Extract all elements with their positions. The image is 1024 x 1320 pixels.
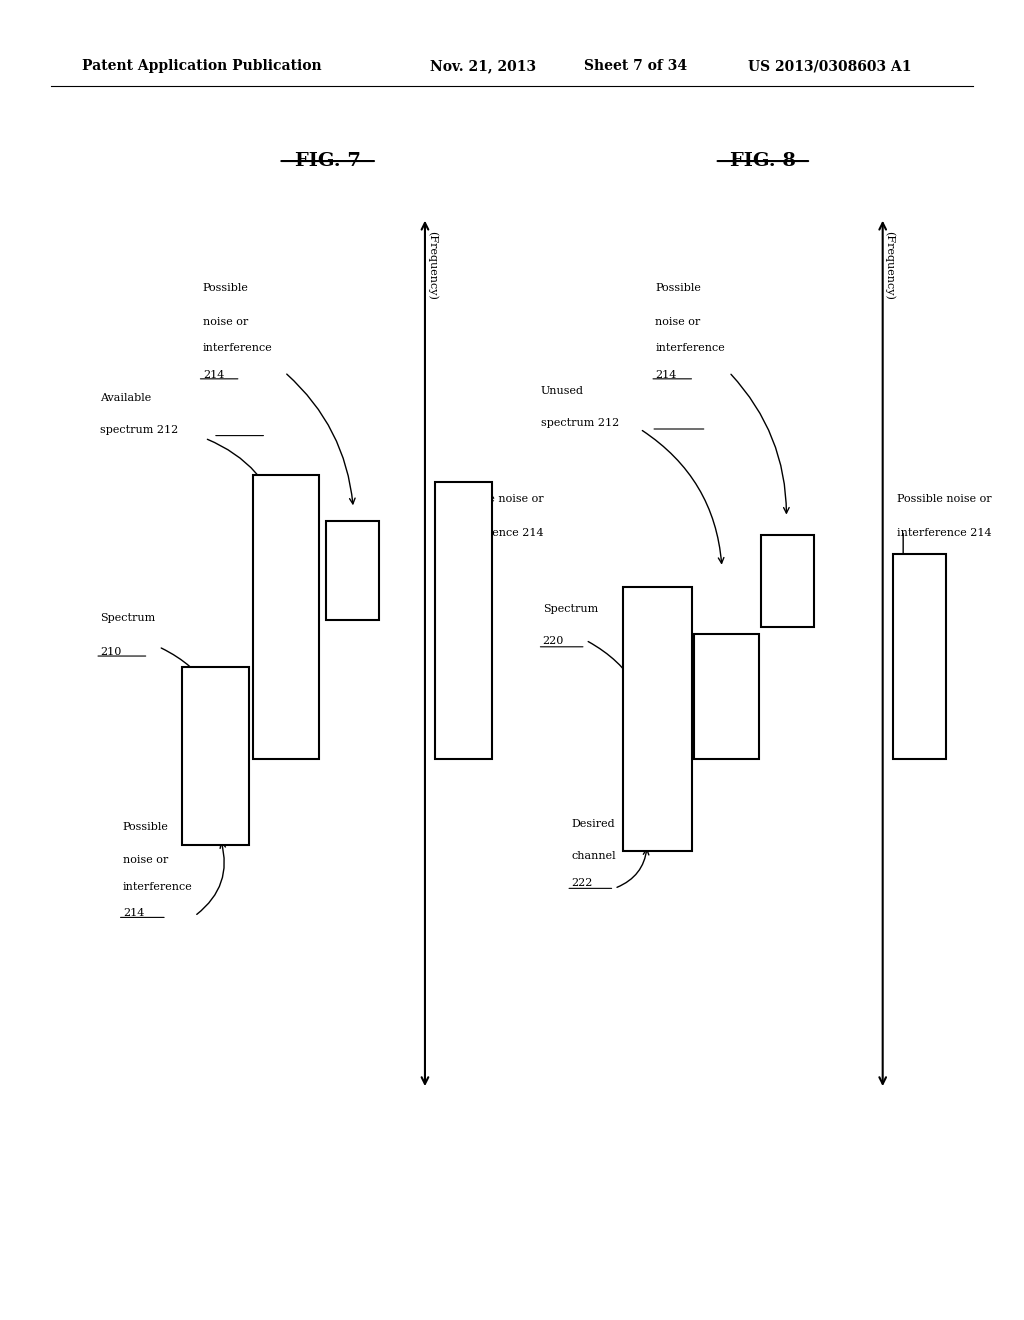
Bar [761,535,814,627]
Bar [694,634,759,759]
Text: Possible noise or: Possible noise or [449,494,543,504]
Bar [182,667,249,845]
Text: channel: channel [571,851,616,862]
Text: interference: interference [203,343,272,354]
Text: Possible: Possible [123,821,169,832]
Text: interference 214: interference 214 [449,528,543,539]
Text: Desired: Desired [571,818,615,829]
Bar [253,475,319,759]
Text: Available: Available [100,392,152,403]
Bar [326,521,379,620]
Bar [435,482,492,759]
Text: spectrum 212: spectrum 212 [100,425,178,436]
Text: FIG. 7: FIG. 7 [295,152,360,170]
Text: Possible: Possible [655,282,701,293]
Bar [893,554,946,759]
Text: 220: 220 [543,636,564,647]
Text: Possible noise or: Possible noise or [897,494,991,504]
Text: (Frequency): (Frequency) [427,231,437,300]
Text: noise or: noise or [203,317,248,327]
Text: 214: 214 [655,370,677,380]
Text: 214: 214 [203,370,224,380]
Bar [623,587,692,851]
Text: 210: 210 [100,647,122,657]
Text: Patent Application Publication: Patent Application Publication [82,59,322,74]
Text: US 2013/0308603 A1: US 2013/0308603 A1 [748,59,911,74]
Text: Unused: Unused [541,385,584,396]
Text: Spectrum: Spectrum [100,612,156,623]
Text: interference 214: interference 214 [897,528,991,539]
Text: noise or: noise or [655,317,700,327]
Text: interference: interference [123,882,193,892]
Text: interference: interference [655,343,725,354]
Text: 214: 214 [123,908,144,919]
Text: Spectrum: Spectrum [543,603,598,614]
Text: Sheet 7 of 34: Sheet 7 of 34 [584,59,687,74]
Text: Nov. 21, 2013: Nov. 21, 2013 [430,59,537,74]
Text: noise or: noise or [123,855,168,866]
Text: 222: 222 [571,878,593,888]
Text: spectrum 212: spectrum 212 [541,418,618,429]
Text: Possible: Possible [203,282,249,293]
Text: (Frequency): (Frequency) [885,231,895,300]
Text: FIG. 8: FIG. 8 [730,152,796,170]
